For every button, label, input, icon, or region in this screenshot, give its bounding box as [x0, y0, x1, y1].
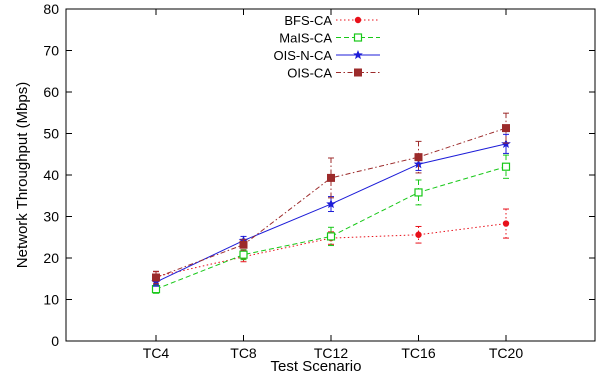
legend-item: MaIS-CA [279, 31, 380, 46]
legend-label: OIS-CA [287, 66, 332, 81]
series-line [155, 143, 507, 283]
data-point [501, 162, 511, 171]
legend-item: OIS-CA [287, 66, 380, 81]
y-axis-ticks: 0 10 20 30 40 50 60 70 80 [43, 1, 595, 349]
error-bar [153, 270, 159, 285]
data-point [414, 153, 423, 162]
legend-label: BFS-CA [284, 13, 332, 28]
series-layer [151, 112, 511, 294]
y-tick-label: 0 [51, 333, 59, 349]
legend-marker [353, 49, 363, 60]
data-point [326, 199, 336, 209]
legend: BFS-CA MaIS-CA OIS-N-CA OIS-CA [274, 13, 380, 81]
x-axis-ticks: TC4 TC8 TC12 TC16 TC20 [143, 9, 523, 361]
error-bar [503, 208, 509, 239]
data-point [414, 188, 423, 197]
series-ois-ca [152, 112, 510, 285]
data-point [239, 240, 248, 249]
x-tick-label: TC16 [401, 345, 435, 361]
data-point [327, 173, 335, 182]
data-point [326, 232, 336, 241]
data-point [502, 124, 510, 133]
y-tick-label: 30 [43, 209, 59, 225]
legend-label: MaIS-CA [279, 31, 332, 46]
y-tick-label: 10 [43, 292, 59, 308]
y-tick-label: 70 [43, 43, 59, 59]
legend-item: BFS-CA [284, 13, 380, 28]
x-tick-label: TC20 [489, 345, 523, 361]
series-line [155, 223, 507, 278]
data-point [415, 231, 422, 238]
x-tick-label: TC12 [314, 345, 348, 361]
y-tick-label: 60 [43, 84, 59, 100]
data-point [502, 220, 510, 227]
x-axis-label: Test Scenario [271, 358, 362, 375]
data-point [152, 273, 160, 282]
legend-marker [353, 33, 363, 42]
x-tick-label: TC8 [230, 345, 257, 361]
data-point [239, 250, 248, 259]
y-tick-label: 50 [43, 126, 59, 142]
y-axis-label: Network Throughput (Mbps) [14, 82, 31, 268]
y-tick-label: 80 [43, 1, 59, 17]
series-mais-ca [151, 154, 511, 294]
legend-item: OIS-N-CA [274, 48, 380, 63]
y-tick-label: 20 [43, 250, 59, 266]
x-tick-label: TC4 [143, 345, 170, 361]
y-tick-label: 40 [43, 167, 59, 183]
legend-marker [354, 16, 362, 24]
series-ois-n-ca [151, 133, 511, 287]
legend-label: OIS-N-CA [274, 48, 333, 63]
legend-marker [354, 68, 362, 77]
